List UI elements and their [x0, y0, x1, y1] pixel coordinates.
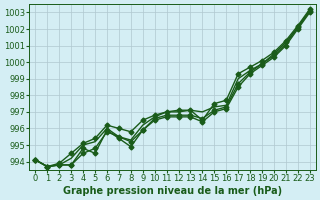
X-axis label: Graphe pression niveau de la mer (hPa): Graphe pression niveau de la mer (hPa) [63, 186, 282, 196]
